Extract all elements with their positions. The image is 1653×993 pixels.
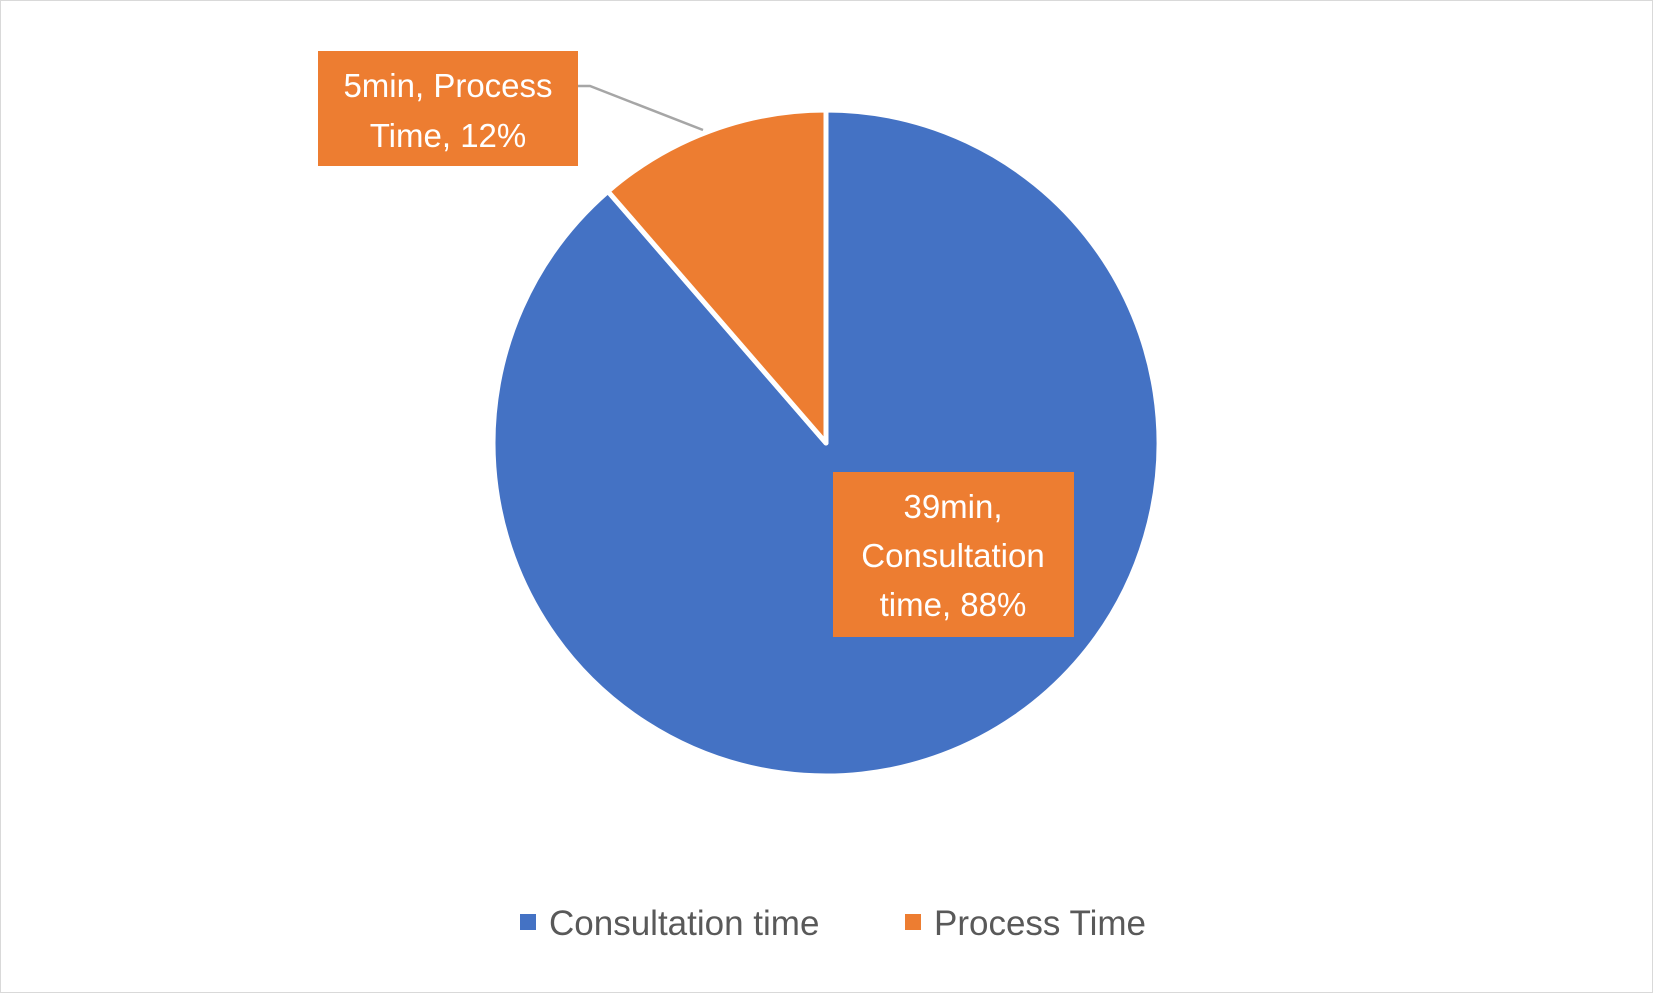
data-label-box [318,51,578,166]
pie-slices [490,107,1162,779]
data-label-line: 5min, Process [343,67,552,104]
legend-swatch-process-time [905,914,921,930]
legend-swatch-consultation-time [520,914,536,930]
data-label-line: Time, 12% [370,117,527,154]
leader-line [570,84,704,132]
data-label-box [833,472,1074,637]
data-label-line: 39min, [903,488,1002,525]
data-label-line: time, 88% [880,586,1027,623]
legend-label-consultation-time: Consultation time [549,904,819,943]
data-label-line: Consultation [861,537,1044,574]
data-label-consultation-time: 39min, Consultation time, 88% [833,472,1074,637]
legend: Consultation time Process Time [520,904,1146,943]
legend-label-process-time: Process Time [934,904,1146,943]
data-label-process-time: 5min, Process Time, 12% [318,51,578,166]
pie-slice-process-time [605,107,829,446]
